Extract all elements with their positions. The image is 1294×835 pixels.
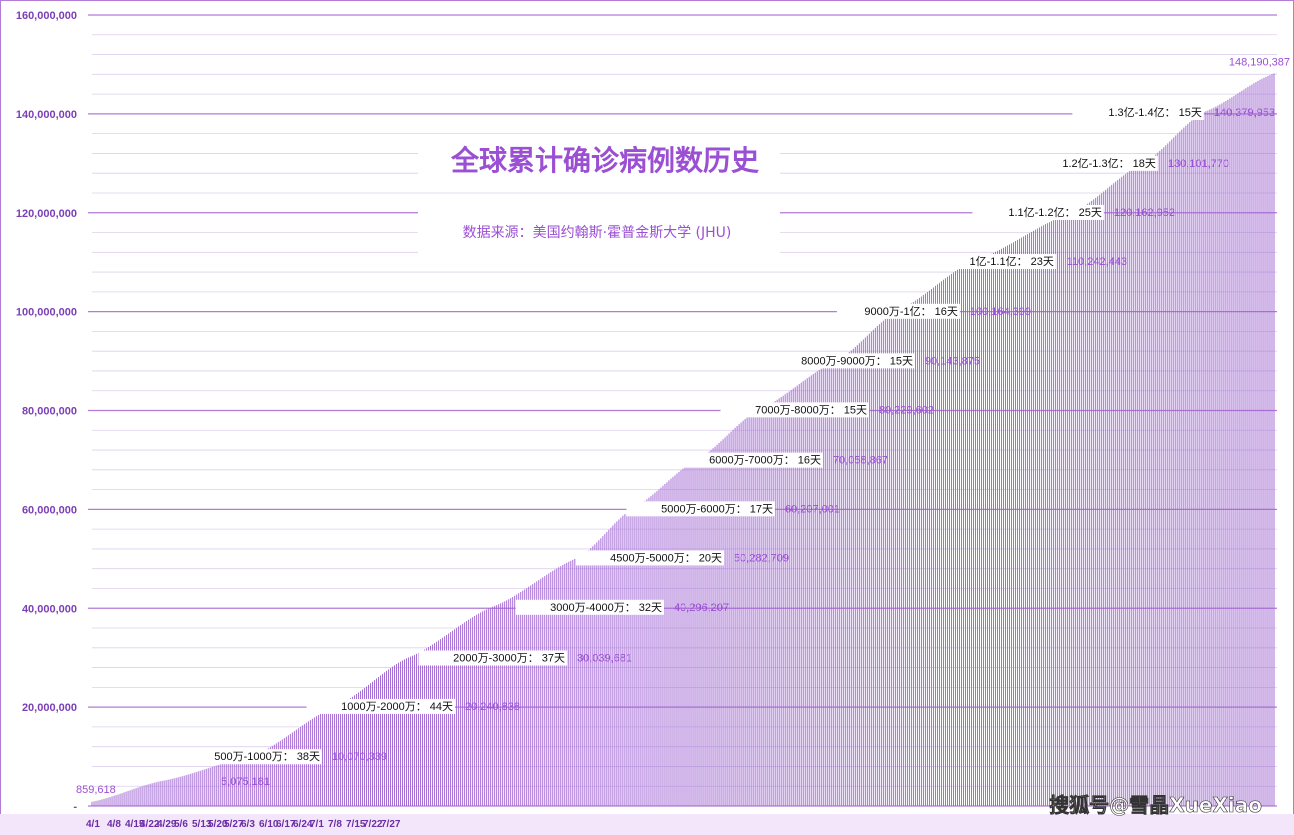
- x-tick-label: 5/6: [174, 819, 188, 830]
- axis-layer: - 20,000,000 40,000,000 60,000,000 80,000,00…: [0, 10, 1294, 835]
- milestone-range-label: 5000万-6000万： 17天: [661, 503, 773, 515]
- x-tick-label: 4/8: [107, 819, 121, 830]
- milestone-range-label: 1亿-1.1亿： 23天: [970, 255, 1054, 268]
- milestone-value: 60,207,001: [785, 503, 840, 515]
- milestone-label-background: [720, 402, 869, 418]
- y-tick-label: 40,000,000: [22, 603, 77, 615]
- x-tick-label: 6/3: [241, 819, 255, 830]
- x-tick-label: 7/15: [346, 819, 366, 830]
- milestone-value: 10,070,339: [332, 751, 387, 763]
- y-tick-label: 100,000,000: [16, 307, 77, 319]
- milestone-value: 80,229,602: [879, 404, 934, 416]
- milestone-value: 30,039,681: [577, 652, 632, 664]
- y-tick-label: 80,000,000: [22, 406, 77, 418]
- start-value-label: 859,618: [76, 784, 116, 796]
- milestone-value: 20,240,838: [465, 701, 520, 713]
- milestone-value: 50,282,709: [734, 552, 789, 564]
- x-tick-label: 6/10: [259, 819, 279, 830]
- title-block: 全球累计确诊病例数历史 数据来源：美国约翰斯·霍普金斯大学 (JHU): [418, 140, 780, 254]
- milestone-value: 148,190,387: [1229, 56, 1290, 68]
- milestone-label-background: [418, 650, 567, 666]
- x-tick-label: 4/15: [125, 819, 145, 830]
- milestone-label-background: [941, 253, 1056, 269]
- x-tick-label: 6/24: [293, 819, 313, 830]
- y-tick-label: 60,000,000: [22, 504, 77, 516]
- watermark: 搜狐号@雪晶XueXiao: [1049, 793, 1262, 817]
- bar-layer: [91, 73, 1275, 806]
- x-tick-label: 6/17: [276, 819, 296, 830]
- x-tick-label: 4/22: [140, 819, 160, 830]
- milestone-value: 120,162,952: [1114, 207, 1175, 219]
- milestone-range-label: 500万-1000万： 38天: [214, 751, 320, 763]
- milestone-value: 130,101,770: [1168, 158, 1229, 170]
- milestone-label-background: [1026, 155, 1158, 171]
- milestone-range-label: 4500万-5000万： 20天: [610, 552, 722, 564]
- milestone-range-label: 1.3亿-1.4亿： 15天: [1108, 106, 1202, 119]
- milestone-value: 140,379,953: [1214, 107, 1275, 119]
- milestone-range-label: 1.2亿-1.3亿： 18天: [1062, 157, 1156, 170]
- milestone-value: 70,058,867: [833, 455, 888, 467]
- x-tick-label: 5/27: [224, 819, 244, 830]
- milestone-label-background: [836, 303, 960, 319]
- milestone-value: 40,296,207: [674, 602, 729, 614]
- milestone-label-background: [674, 452, 823, 468]
- y-tick-label: 140,000,000: [16, 109, 77, 121]
- chart-title: 全球累计确诊病例数历史: [450, 144, 759, 177]
- grid-layer: [88, 14, 1277, 807]
- milestone-value: 110,242,443: [1067, 256, 1127, 268]
- x-tick-label: 4/1: [86, 819, 100, 830]
- x-tick-label: 7/22: [363, 819, 383, 830]
- milestone-label-background: [182, 749, 322, 765]
- y-tick-label: 120,000,000: [16, 208, 77, 220]
- x-tick-label: 5/20: [208, 819, 228, 830]
- x-tick-label: 5/13: [192, 819, 212, 830]
- chart-subtitle: 数据来源：美国约翰斯·霍普金斯大学 (JHU): [463, 225, 732, 241]
- x-tick-label: 4/29: [157, 819, 177, 830]
- milestone-range-label: 6000万-7000万： 16天: [709, 455, 821, 467]
- milestone-range-label: 7000万-8000万： 15天: [755, 404, 867, 416]
- milestone-label-background: [972, 204, 1104, 220]
- x-axis-band: [0, 814, 1294, 835]
- x-tick-label: 7/27: [381, 819, 401, 830]
- subtitle-background: [418, 210, 780, 254]
- milestone-range-label: 8000万-9000万： 15天: [801, 355, 913, 367]
- milestone-label-background: [766, 353, 915, 369]
- milestone-range-label: 1000万-2000万： 44天: [341, 701, 453, 713]
- milestone-range-label: 3000万-4000万： 32天: [550, 602, 662, 614]
- milestone-value: 5,075,181: [221, 776, 270, 788]
- milestone-label-background: [515, 599, 664, 615]
- milestone-value: 90,143,875: [925, 355, 980, 367]
- y-tick-label: -: [73, 801, 77, 813]
- milestone-label-background: [626, 501, 775, 517]
- milestone-label-background: [306, 698, 455, 714]
- milestone-range-label: 2000万-3000万： 37天: [453, 652, 565, 664]
- y-tick-label: 160,000,000: [16, 10, 77, 22]
- milestone-range-label: 1.1亿-1.2亿： 25天: [1008, 206, 1102, 219]
- milestone-label-background: [575, 550, 724, 566]
- milestone-range-label: 9000万-1亿： 16天: [864, 305, 958, 318]
- y-tick-label: 20,000,000: [22, 702, 77, 714]
- title-background: [418, 140, 780, 182]
- x-tick-label: 7/8: [328, 819, 342, 830]
- milestone-label-background: [1072, 104, 1204, 120]
- x-tick-label: 7/1: [310, 819, 324, 830]
- milestone-value: 100,164,399: [970, 306, 1031, 318]
- annotation-layer: 859,618 5,075,181 10,070,339 500万-1000万： 38…: [76, 56, 1290, 796]
